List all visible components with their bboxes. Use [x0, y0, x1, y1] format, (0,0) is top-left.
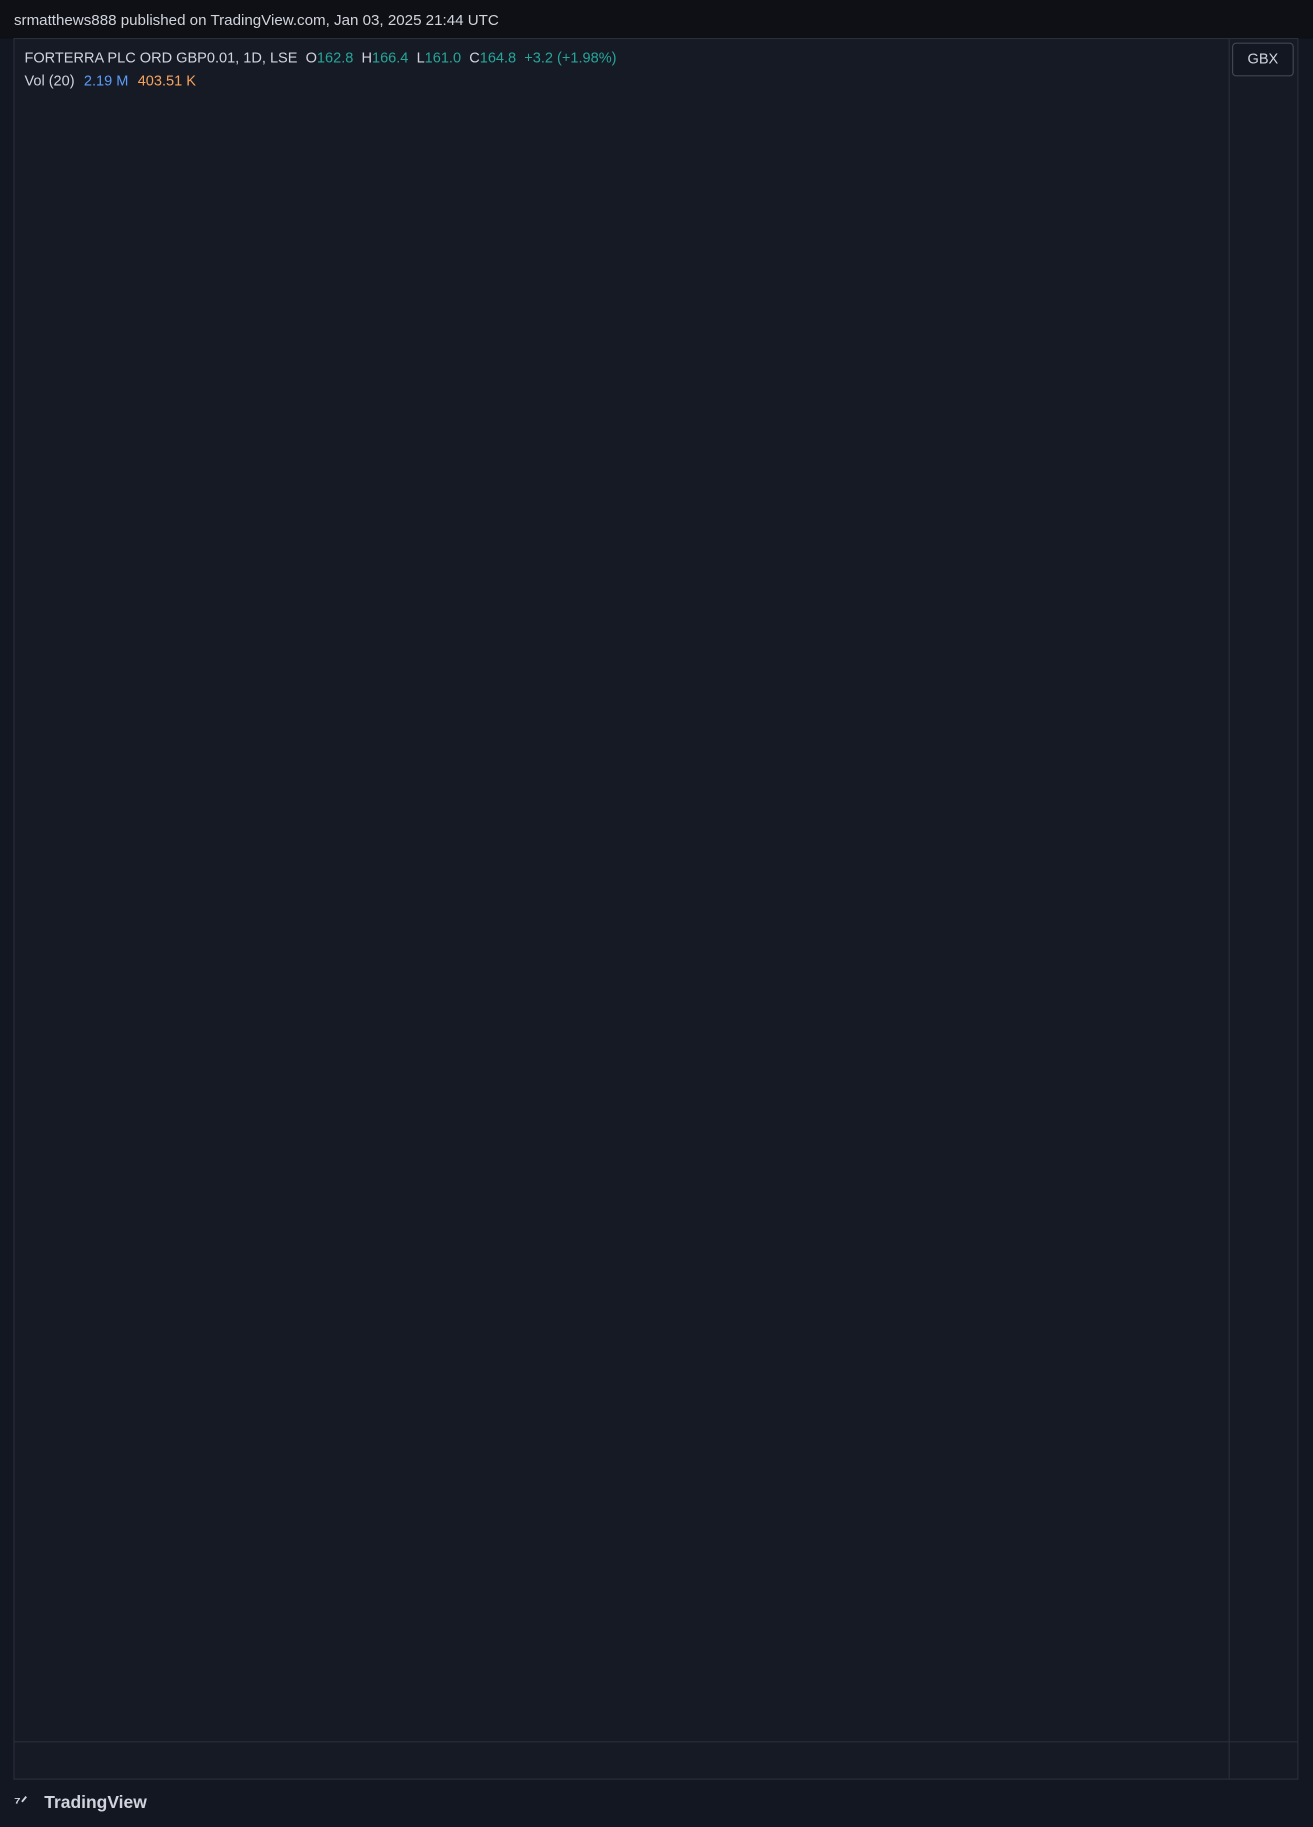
o-value: 162.8	[317, 50, 353, 66]
logo-mark: ⁷ᐟ	[14, 1794, 28, 1812]
l-value: 161.0	[425, 50, 461, 66]
vol-line: Vol (20) 2.19 M 403.51 K	[24, 74, 196, 90]
currency-button[interactable]	[1232, 42, 1294, 77]
vol-value: 2.19 M	[84, 74, 128, 90]
top-band	[0, 0, 1313, 39]
vol-ma: 403.51 K	[138, 74, 197, 90]
published: srmatthews888 published on TradingView.c…	[14, 12, 499, 29]
h-label: H	[361, 50, 372, 66]
o-label: O	[306, 50, 317, 66]
footer: TradingView	[44, 1792, 147, 1812]
l-label: L	[417, 50, 425, 66]
symbol-line: FORTERRA PLC ORD GBP0.01, 1D, LSE O162.8 H…	[24, 50, 616, 66]
currency[interactable]: GBX	[1248, 51, 1279, 67]
change: +3.2 (+1.98%)	[524, 50, 616, 66]
c-value: 164.8	[480, 50, 516, 66]
h-value: 166.4	[372, 50, 408, 66]
symbol: FORTERRA PLC ORD GBP0.01, 1D, LSE	[24, 50, 297, 66]
c-label: C	[469, 50, 480, 66]
chart-frame	[13, 37, 1299, 1780]
vol-label: Vol (20)	[24, 74, 74, 90]
